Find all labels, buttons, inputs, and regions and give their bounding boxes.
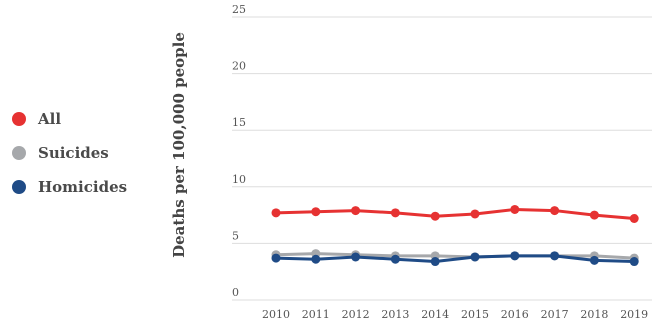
chart-legend: All Suicides Homicides — [12, 102, 127, 204]
legend-item-homicides: Homicides — [12, 170, 127, 204]
y-axis-label: Deaths per 100,000 people — [170, 32, 188, 258]
series-line-suicides — [275, 252, 635, 260]
series-all — [271, 204, 639, 223]
data-point-homicides-2019 — [629, 257, 639, 267]
data-point-all-2013 — [390, 208, 400, 218]
legend-marker-all — [12, 112, 26, 126]
data-point-homicides-2016 — [510, 251, 520, 261]
legend-item-suicides: Suicides — [12, 136, 127, 170]
x-tick-label: 2014 — [421, 308, 449, 320]
y-tick-labels: 0 5 10 15 20 25 — [232, 3, 246, 299]
data-point-all-2010 — [271, 208, 281, 218]
data-point-all-2011 — [311, 207, 321, 217]
data-point-all-2016 — [510, 204, 520, 214]
y-tick-label: 0 — [232, 286, 239, 299]
x-tick-label: 2017 — [541, 308, 569, 320]
data-point-homicides-2015 — [470, 252, 480, 262]
legend-label-suicides: Suicides — [38, 144, 109, 162]
data-point-all-2015 — [470, 209, 480, 219]
legend-label-homicides: Homicides — [38, 178, 128, 196]
legend-marker-homicides — [12, 180, 26, 194]
data-point-all-2019 — [629, 213, 639, 223]
legend-item-all: All — [12, 102, 127, 136]
data-point-homicides-2017 — [550, 251, 560, 261]
y-tick-label: 25 — [232, 3, 246, 16]
y-tick-label: 20 — [232, 60, 246, 73]
x-tick-labels: 2010 2011 2012 2013 2014 2015 2016 2017 2018 2019 — [262, 308, 648, 320]
series-homicides — [271, 251, 639, 267]
x-tick-label: 2016 — [501, 308, 529, 320]
x-tick-label: 2011 — [302, 308, 330, 320]
x-tick-label: 2010 — [262, 308, 290, 320]
legend-label-all: All — [38, 110, 62, 128]
y-tick-label: 15 — [232, 116, 246, 129]
y-tick-label: 5 — [232, 229, 239, 242]
data-point-all-2017 — [550, 206, 560, 216]
data-point-all-2018 — [589, 210, 599, 220]
x-tick-label: 2015 — [461, 308, 489, 320]
x-tick-label: 2019 — [620, 308, 648, 320]
data-point-homicides-2013 — [390, 254, 400, 264]
y-tick-label: 10 — [232, 173, 246, 186]
legend-marker-suicides — [12, 146, 26, 160]
series-line-homicides — [275, 254, 635, 264]
data-point-homicides-2014 — [430, 257, 440, 267]
data-point-homicides-2018 — [589, 255, 599, 265]
data-point-homicides-2010 — [271, 253, 281, 263]
data-point-homicides-2011 — [311, 254, 321, 264]
series-lines — [271, 204, 639, 267]
gridlines — [232, 16, 652, 301]
data-point-all-2014 — [430, 211, 440, 221]
x-tick-label: 2012 — [342, 308, 370, 320]
data-point-homicides-2012 — [351, 252, 361, 262]
series-line-all — [275, 207, 635, 220]
x-tick-label: 2018 — [580, 308, 608, 320]
x-tick-label: 2013 — [381, 308, 409, 320]
data-point-all-2012 — [351, 206, 361, 216]
